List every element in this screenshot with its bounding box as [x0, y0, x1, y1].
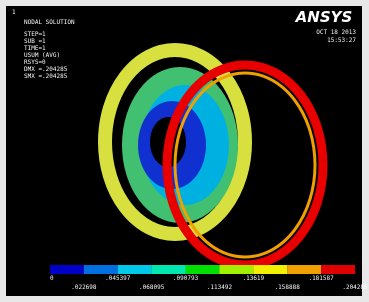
window-index: 1 — [12, 9, 16, 16]
info-line: TIME=1 — [24, 45, 46, 52]
legend-label: .022698 — [71, 284, 97, 291]
legend-label: .090793 — [173, 275, 199, 282]
legend-swatch — [219, 265, 253, 274]
legend-label: 0 — [50, 275, 54, 282]
legend-swatch — [118, 265, 152, 274]
legend-label: .068095 — [139, 284, 165, 291]
title: NODAL SOLUTION — [24, 19, 75, 26]
legend-swatch — [253, 265, 287, 274]
legend-swatch — [84, 265, 118, 274]
screenshot: 1 NODAL SOLUTION ANSYS OCT 18 2013 15:53… — [0, 0, 369, 302]
info-line: DMX =.204285 — [24, 66, 68, 73]
logo: ANSYS — [295, 8, 353, 26]
info-line: SMX =.204285 — [24, 73, 68, 80]
date: OCT 18 2013 — [316, 29, 356, 36]
legend-label: .113492 — [207, 284, 233, 291]
legend-swatch — [152, 265, 186, 274]
info-line: STEP=1 — [24, 31, 46, 38]
legend-label: .158888 — [275, 284, 301, 291]
info-line: RSYS=0 — [24, 59, 46, 66]
info-line: SUB =1 — [24, 38, 46, 45]
legend-label: .204285 — [342, 284, 368, 291]
page: 1 NODAL SOLUTION ANSYS OCT 18 2013 15:53… — [0, 0, 369, 302]
time: 15:53:27 — [327, 37, 356, 44]
legend-swatch — [321, 265, 355, 274]
legend-label: .13619 — [242, 275, 264, 282]
legend-swatch — [50, 265, 84, 274]
legend-swatch — [287, 265, 321, 274]
legend-swatch — [186, 265, 220, 274]
legend-label: .045397 — [105, 275, 131, 282]
info-line: USUM (AVG) — [24, 52, 60, 59]
legend-label: .181587 — [308, 275, 334, 282]
